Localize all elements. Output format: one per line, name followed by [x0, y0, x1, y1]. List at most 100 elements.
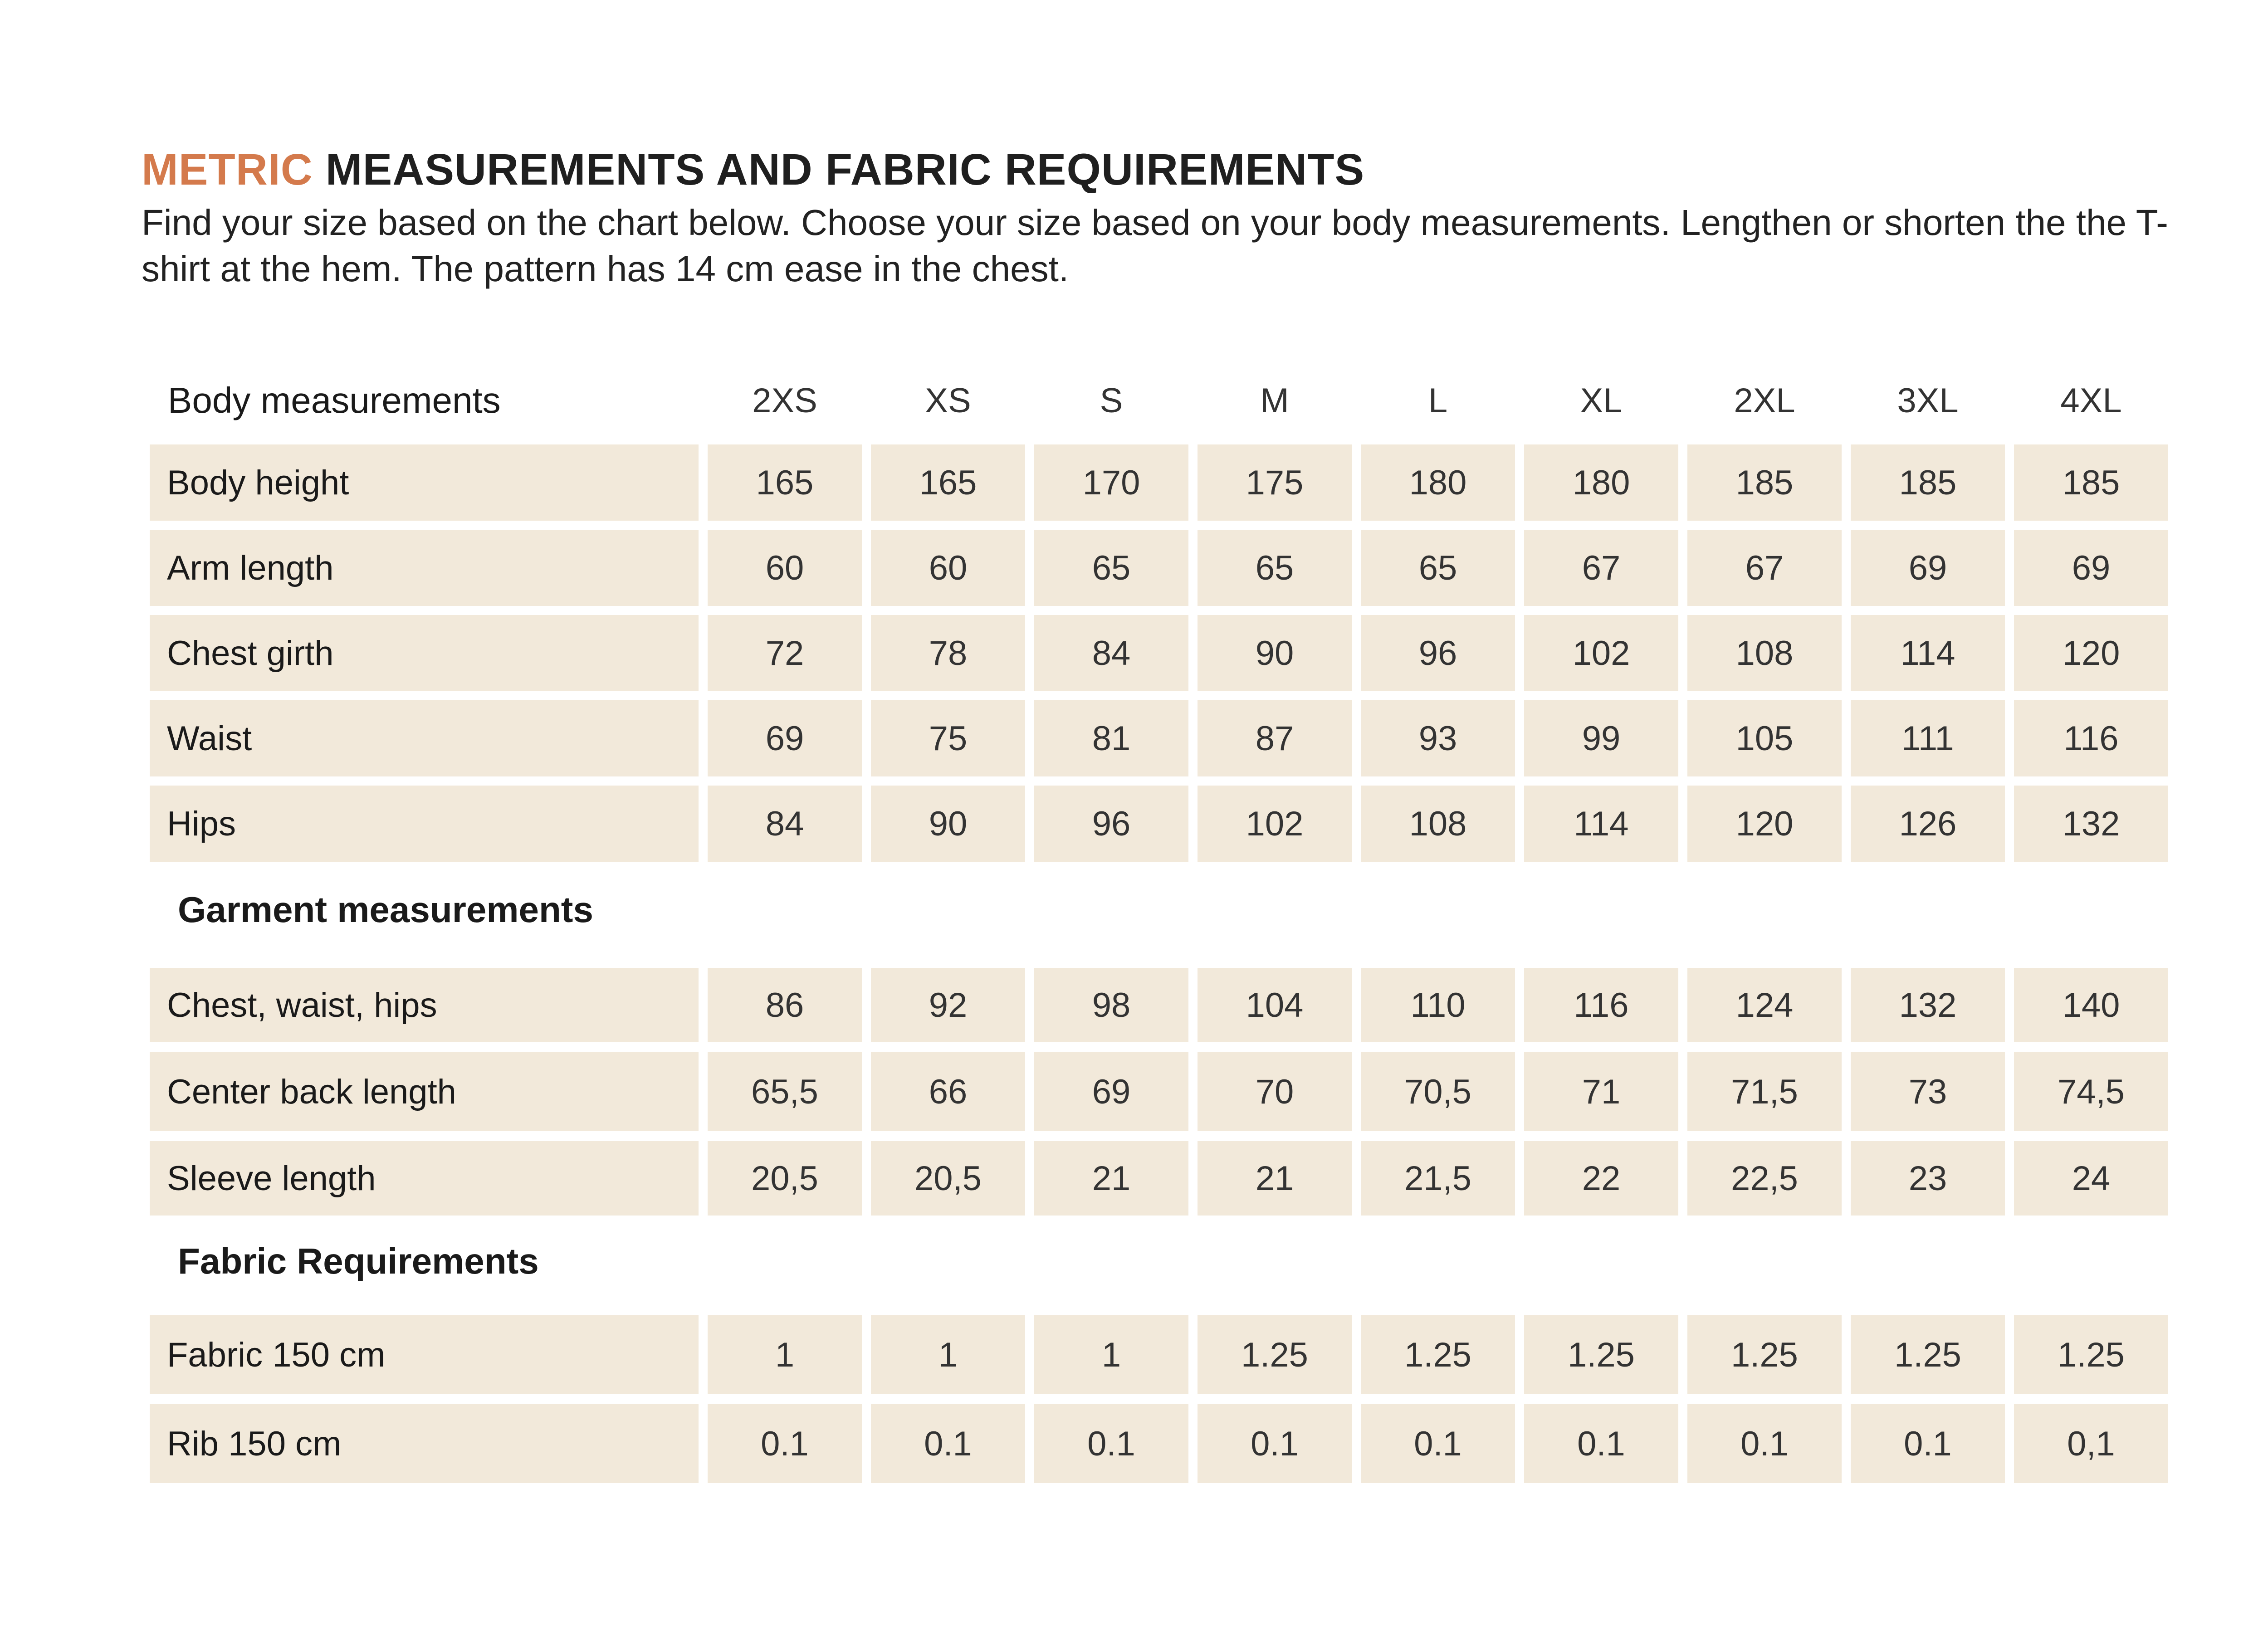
- table-cell: 1.25: [1524, 1315, 1678, 1394]
- table-cell: 84: [1034, 615, 1188, 691]
- table-cell: 71,5: [1687, 1052, 1842, 1131]
- table-row: Chest, waist, hips 86 92 98 104 110 116 …: [150, 968, 2168, 1042]
- body-measurements-heading: Body measurements: [168, 380, 501, 420]
- table-cell: 67: [1687, 530, 1842, 606]
- table-cell: 114: [1851, 615, 2005, 691]
- table-cell: 1.25: [1361, 1315, 1515, 1394]
- row-label: Rib 150 cm: [150, 1404, 699, 1483]
- table-cell: 105: [1687, 700, 1842, 776]
- table-row: Arm length 60 60 65 65 65 67 67 69 69: [150, 530, 2168, 606]
- size-header: 2XL: [1734, 381, 1795, 420]
- table-cell: 180: [1361, 444, 1515, 521]
- table-cell: 70: [1198, 1052, 1352, 1131]
- table-row: Body height 165 165 170 175 180 180 185 …: [150, 444, 2168, 521]
- table-cell: 70,5: [1361, 1052, 1515, 1131]
- fabric-requirements-table: Fabric 150 cm 1 1 1 1.25 1.25 1.25 1.25 …: [150, 1315, 2168, 1483]
- table-cell: 65: [1034, 530, 1188, 606]
- table-row: Waist 69 75 81 87 93 99 105 111 116: [150, 700, 2168, 776]
- table-cell: 1.25: [1198, 1315, 1352, 1394]
- table-cell: 22,5: [1687, 1141, 1842, 1216]
- table-cell: 120: [1687, 786, 1842, 862]
- size-header: M: [1260, 381, 1289, 420]
- table-cell: 110: [1361, 968, 1515, 1042]
- table-cell: 69: [1851, 530, 2005, 606]
- table-cell: 67: [1524, 530, 1678, 606]
- garment-measurements-heading: Garment measurements: [178, 889, 593, 930]
- intro-text: Find your size based on the chart below.…: [142, 202, 2168, 289]
- table-cell: 21: [1198, 1141, 1352, 1216]
- table-cell: 99: [1524, 700, 1678, 776]
- size-header: L: [1428, 381, 1448, 420]
- table-cell: 72: [708, 615, 862, 691]
- table-cell: 0.1: [708, 1404, 862, 1483]
- table-cell: 0.1: [1687, 1404, 1842, 1483]
- table-cell: 108: [1687, 615, 1842, 691]
- table-cell: 60: [708, 530, 862, 606]
- table-cell: 102: [1198, 786, 1352, 862]
- table-cell: 84: [708, 786, 862, 862]
- table-cell: 0.1: [871, 1404, 1025, 1483]
- table-cell: 92: [871, 968, 1025, 1042]
- table-row: Center back length 65,5 66 69 70 70,5 71…: [150, 1052, 2168, 1131]
- table-cell: 24: [2014, 1141, 2168, 1216]
- row-label: Chest, waist, hips: [150, 968, 699, 1042]
- row-label: Hips: [150, 786, 699, 862]
- title-accent: METRIC: [142, 145, 313, 194]
- table-cell: 185: [1687, 444, 1842, 521]
- table-cell: 81: [1034, 700, 1188, 776]
- table-cell: 65,5: [708, 1052, 862, 1131]
- table-cell: 90: [1198, 615, 1352, 691]
- table-cell: 180: [1524, 444, 1678, 521]
- table-cell: 66: [871, 1052, 1025, 1131]
- table-cell: 71: [1524, 1052, 1678, 1131]
- size-header: XS: [925, 381, 971, 420]
- row-label: Arm length: [150, 530, 699, 606]
- table-cell: 132: [1851, 968, 2005, 1042]
- page-title: METRIC MEASUREMENTS AND FABRIC REQUIREME…: [142, 144, 1364, 195]
- row-label: Sleeve length: [150, 1141, 699, 1216]
- table-cell: 75: [871, 700, 1025, 776]
- table-cell: 20,5: [871, 1141, 1025, 1216]
- size-header: 3XL: [1897, 381, 1959, 420]
- table-cell: 98: [1034, 968, 1188, 1042]
- table-cell: 21,5: [1361, 1141, 1515, 1216]
- table-cell: 132: [2014, 786, 2168, 862]
- table-cell: 165: [871, 444, 1025, 521]
- table-row: Sleeve length 20,5 20,5 21 21 21,5 22 22…: [150, 1141, 2168, 1216]
- table-row: Rib 150 cm 0.1 0.1 0.1 0.1 0.1 0.1 0.1 0…: [150, 1404, 2168, 1483]
- table-cell: 20,5: [708, 1141, 862, 1216]
- table-cell: 0.1: [1524, 1404, 1678, 1483]
- table-cell: 0.1: [1361, 1404, 1515, 1483]
- table-cell: 69: [2014, 530, 2168, 606]
- table-cell: 165: [708, 444, 862, 521]
- table-cell: 86: [708, 968, 862, 1042]
- table-cell: 65: [1198, 530, 1352, 606]
- table-cell: 23: [1851, 1141, 2005, 1216]
- size-header: S: [1100, 381, 1123, 420]
- table-cell: 0.1: [1198, 1404, 1352, 1483]
- table-cell: 116: [1524, 968, 1678, 1042]
- table-cell: 1.25: [1851, 1315, 2005, 1394]
- table-cell: 185: [1851, 444, 2005, 521]
- table-row: Hips 84 90 96 102 108 114 120 126 132: [150, 786, 2168, 862]
- table-cell: 74,5: [2014, 1052, 2168, 1131]
- table-cell: 1: [708, 1315, 862, 1394]
- table-row: Fabric 150 cm 1 1 1 1.25 1.25 1.25 1.25 …: [150, 1315, 2168, 1394]
- table-cell: 69: [1034, 1052, 1188, 1131]
- table-cell: 104: [1198, 968, 1352, 1042]
- fabric-requirements-heading: Fabric Requirements: [178, 1241, 539, 1281]
- size-header: 4XL: [2060, 381, 2122, 420]
- table-cell: 69: [708, 700, 862, 776]
- table-cell: 1: [1034, 1315, 1188, 1394]
- table-cell: 0.1: [1851, 1404, 2005, 1483]
- row-label: Body height: [150, 444, 699, 521]
- table-cell: 102: [1524, 615, 1678, 691]
- body-measurements-table: Body measurements 2XS XS S M L XL 2XL 3X…: [150, 366, 2168, 862]
- size-header-row: Body measurements 2XS XS S M L XL 2XL 3X…: [150, 366, 2155, 435]
- row-label: Waist: [150, 700, 699, 776]
- table-cell: 78: [871, 615, 1025, 691]
- table-cell: 96: [1361, 615, 1515, 691]
- table-cell: 22: [1524, 1141, 1678, 1216]
- title-rest: MEASUREMENTS AND FABRIC REQUIREMENTS: [313, 145, 1365, 194]
- table-cell: 90: [871, 786, 1025, 862]
